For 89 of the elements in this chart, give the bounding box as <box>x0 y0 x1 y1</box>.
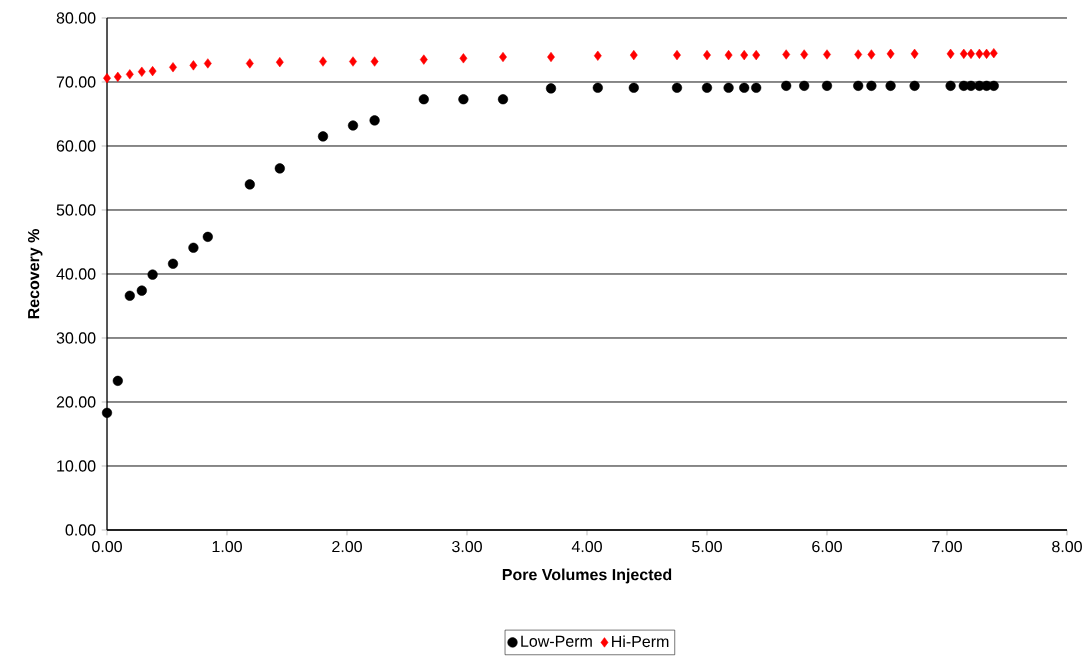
point <box>673 50 681 61</box>
x-axis-title: Pore Volumes Injected <box>502 568 672 584</box>
y-tick-label: 20.00 <box>56 396 96 408</box>
point <box>137 66 146 77</box>
point <box>545 83 557 94</box>
point <box>909 80 920 91</box>
y-tick-label: 0.00 <box>65 524 96 536</box>
y-tick-label: 60.00 <box>56 140 96 152</box>
x-tick-label: 2.00 <box>332 540 362 553</box>
x-tick-label: 7.00 <box>932 540 962 553</box>
point <box>975 48 984 59</box>
point <box>419 54 428 65</box>
x-tick-label: 0.00 <box>92 540 122 553</box>
point <box>203 58 212 69</box>
point <box>244 179 255 190</box>
point <box>885 80 896 91</box>
point <box>989 48 998 59</box>
point <box>752 50 761 61</box>
x-tick-label: 4.00 <box>571 540 602 553</box>
y-tick-label: 50.00 <box>56 204 96 216</box>
point <box>274 163 285 174</box>
point <box>147 269 158 280</box>
point <box>821 80 833 91</box>
point <box>319 56 327 67</box>
point <box>946 48 955 59</box>
point <box>369 115 380 126</box>
point <box>781 80 792 91</box>
point <box>982 48 991 59</box>
point <box>317 131 329 142</box>
point <box>136 285 147 296</box>
point <box>202 231 213 242</box>
point <box>148 66 157 77</box>
legend-label: Low-Perm <box>521 635 592 647</box>
legend-label: Hi-Perm <box>612 635 669 648</box>
y-tick-label: 30.00 <box>56 332 96 344</box>
point <box>188 242 199 253</box>
point <box>347 120 359 131</box>
point <box>853 80 864 91</box>
point <box>275 57 284 68</box>
point <box>739 82 750 93</box>
point <box>701 82 713 93</box>
point <box>593 50 602 61</box>
point <box>103 73 111 84</box>
y-axis-title: Recovery % <box>28 229 43 319</box>
x-tick-label: 8.00 <box>1052 540 1082 553</box>
y-tick-label: 70.00 <box>56 76 96 88</box>
point <box>629 50 638 61</box>
point <box>124 290 135 301</box>
point <box>959 48 968 59</box>
x-tick-label: 6.00 <box>812 540 842 553</box>
point <box>418 94 429 105</box>
point <box>349 56 357 67</box>
point <box>782 49 791 60</box>
point <box>740 50 749 61</box>
point <box>169 62 177 73</box>
point <box>945 80 956 91</box>
point <box>628 82 639 93</box>
point <box>189 60 198 71</box>
y-tick-label: 80.00 <box>56 12 96 24</box>
point <box>101 407 113 418</box>
x-tick-label: 1.00 <box>212 540 242 553</box>
y-tick-label: 10.00 <box>57 460 96 472</box>
point <box>866 80 877 91</box>
point <box>799 80 810 91</box>
point <box>800 49 809 60</box>
point <box>723 82 734 93</box>
point <box>125 69 134 80</box>
point <box>724 50 733 61</box>
point <box>167 258 179 269</box>
point <box>459 53 468 64</box>
point <box>592 82 603 93</box>
point <box>867 49 876 60</box>
point <box>671 82 683 93</box>
point <box>112 375 123 386</box>
point <box>370 56 379 67</box>
y-tick-label: 40.00 <box>56 268 96 280</box>
point <box>823 49 831 60</box>
point <box>910 48 919 59</box>
x-tick-label: 5.00 <box>692 540 722 553</box>
point <box>458 94 469 105</box>
point <box>751 82 762 93</box>
x-tick-label: 3.00 <box>452 540 482 553</box>
point <box>703 50 711 61</box>
point <box>854 49 863 60</box>
point <box>497 94 509 105</box>
point <box>245 58 254 69</box>
point <box>967 48 975 59</box>
point <box>113 71 122 82</box>
point <box>886 48 895 59</box>
